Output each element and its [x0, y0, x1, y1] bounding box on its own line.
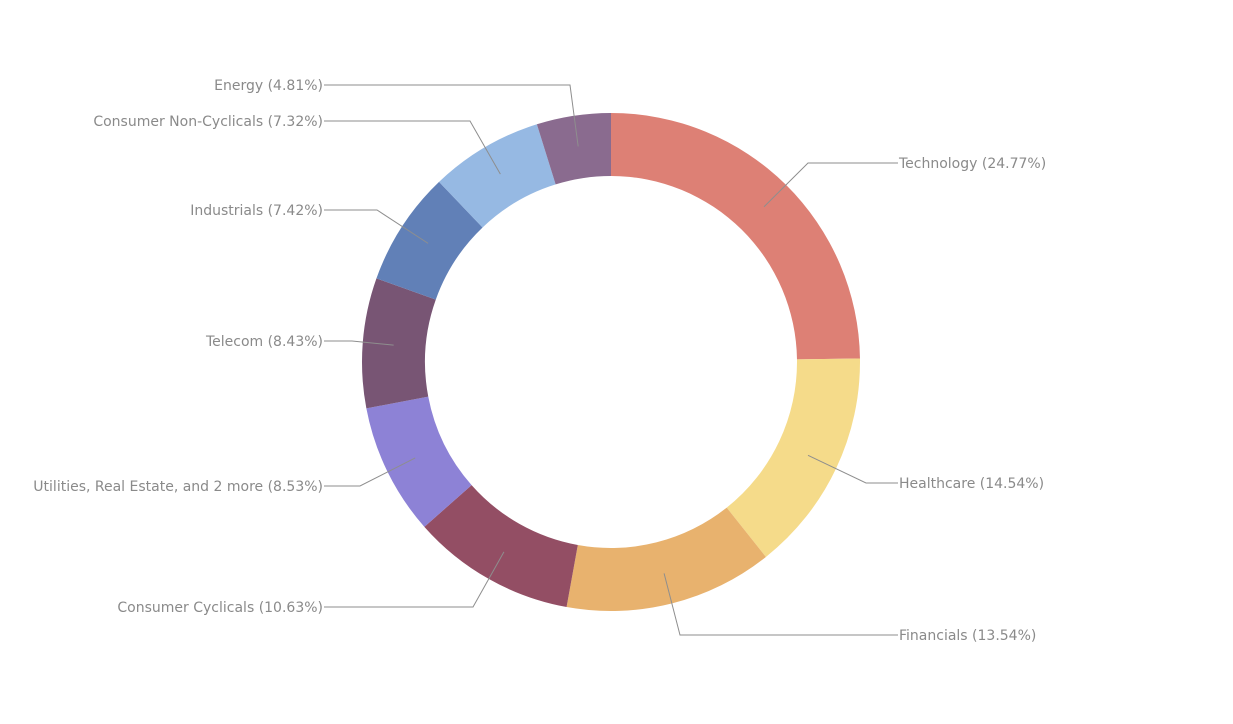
slice-healthcare[interactable]: [726, 358, 860, 557]
leader-line-consumer-non-cyclicals: [324, 120, 501, 175]
leader-line-financials: [663, 573, 898, 636]
slice-consumer-non-cyclicals[interactable]: [439, 124, 556, 228]
label-energy: Energy (4.81%): [214, 78, 323, 94]
leader-line-consumer-cyclicals: [324, 551, 505, 608]
label-industrials: Industrials (7.42%): [190, 203, 323, 219]
slice-energy[interactable]: [536, 113, 611, 185]
leader-line-industrials: [324, 209, 429, 244]
label-utilities-real-estate-and-2-more: Utilities, Real Estate, and 2 more (8.53…: [33, 479, 323, 495]
label-healthcare: Healthcare (14.54%): [899, 476, 1044, 492]
slice-industrials[interactable]: [376, 181, 483, 300]
slice-utilities-real-estate-and-2-more[interactable]: [366, 396, 472, 527]
slice-financials[interactable]: [566, 507, 766, 611]
label-consumer-non-cyclicals: Consumer Non-Cyclicals (7.32%): [93, 114, 323, 130]
leader-line-healthcare: [807, 454, 898, 484]
slice-consumer-cyclicals[interactable]: [424, 485, 578, 608]
slice-labels-group: Technology (24.77%) Healthcare (14.54%) Fi…: [33, 78, 1046, 644]
slices-group: [361, 113, 860, 611]
leader-line-telecom: [324, 340, 394, 346]
leader-line-technology: [763, 162, 898, 208]
leader-lines-group: [324, 84, 898, 636]
leader-line-energy: [324, 84, 579, 147]
slice-telecom[interactable]: [361, 278, 436, 409]
label-consumer-cyclicals: Consumer Cyclicals (10.63%): [117, 600, 323, 616]
slice-technology[interactable]: [611, 113, 860, 360]
label-financials: Financials (13.54%): [899, 628, 1036, 644]
label-technology: Technology (24.77%): [898, 156, 1046, 172]
leader-line-utilities-real-estate-and-2-more: [324, 457, 416, 487]
label-telecom: Telecom (8.43%): [205, 334, 323, 350]
